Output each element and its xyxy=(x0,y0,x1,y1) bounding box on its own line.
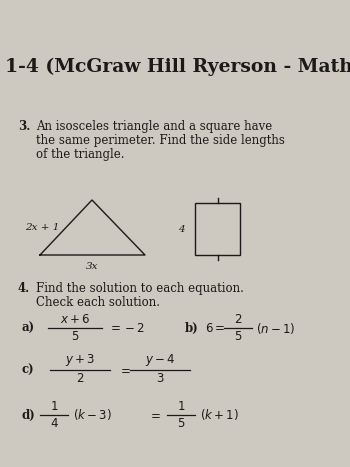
Text: $(k+1)$: $(k+1)$ xyxy=(200,408,239,423)
Text: 3.: 3. xyxy=(18,120,30,133)
Text: d): d) xyxy=(22,409,36,422)
Text: $=$: $=$ xyxy=(118,363,131,376)
Text: $2$: $2$ xyxy=(76,372,84,385)
Bar xyxy=(195,203,240,255)
Text: 4.: 4. xyxy=(18,282,30,295)
Text: $5$: $5$ xyxy=(177,417,185,430)
Text: $(k-3)$: $(k-3)$ xyxy=(73,408,112,423)
Text: $(n-1)$: $(n-1)$ xyxy=(256,320,295,335)
Text: Find the solution to each equation.: Find the solution to each equation. xyxy=(36,282,244,295)
Text: c): c) xyxy=(22,363,35,376)
Text: 2x + 1: 2x + 1 xyxy=(25,224,60,233)
Text: $x+6$: $x+6$ xyxy=(60,313,90,326)
Text: $= -2$: $= -2$ xyxy=(108,321,145,334)
Text: $1$: $1$ xyxy=(50,400,58,413)
Text: a): a) xyxy=(22,321,35,334)
Text: An isosceles triangle and a square have: An isosceles triangle and a square have xyxy=(36,120,272,133)
Text: $6 = $: $6 = $ xyxy=(205,321,225,334)
Text: $1$: $1$ xyxy=(177,400,185,413)
Text: $y+3$: $y+3$ xyxy=(65,352,95,368)
Text: $=$: $=$ xyxy=(148,409,161,422)
Text: $5$: $5$ xyxy=(234,330,242,343)
Text: b): b) xyxy=(185,321,199,334)
Text: $2$: $2$ xyxy=(234,313,242,326)
Text: 4: 4 xyxy=(178,225,185,234)
Text: Check each solution.: Check each solution. xyxy=(36,296,160,309)
Text: $3$: $3$ xyxy=(156,372,164,385)
Text: 3x: 3x xyxy=(86,262,98,271)
Text: of the triangle.: of the triangle. xyxy=(36,148,125,161)
Text: $4$: $4$ xyxy=(50,417,58,430)
Text: $y-4$: $y-4$ xyxy=(145,352,175,368)
Text: the same perimeter. Find the side lengths: the same perimeter. Find the side length… xyxy=(36,134,285,147)
Text: 1-4 (McGraw Hill Ryerson - Mather: 1-4 (McGraw Hill Ryerson - Mather xyxy=(5,58,350,76)
Text: $5$: $5$ xyxy=(71,330,79,343)
